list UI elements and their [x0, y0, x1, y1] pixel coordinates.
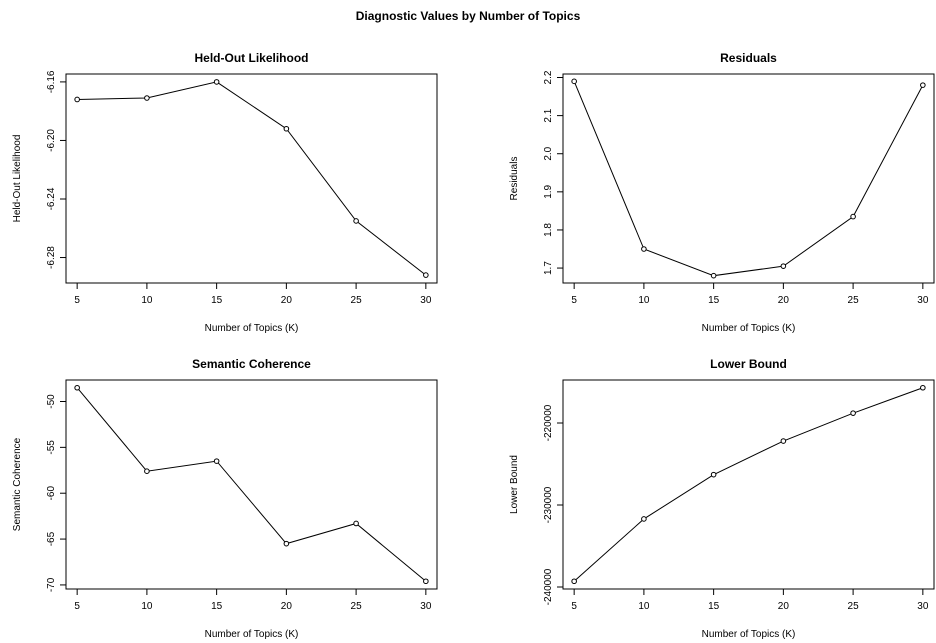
- x-tick-label: 20: [281, 601, 293, 612]
- y-tick-label: 2.2: [543, 70, 554, 84]
- y-tick-label: -65: [46, 531, 57, 546]
- panel-2: Semantic Coherence 5 10 15 20 25 30 Number of T…: [12, 357, 438, 640]
- panel-title: Lower Bound: [710, 357, 787, 371]
- panel-0: Held-Out Likelihood 5 10 15 20 25 30 Number of …: [12, 51, 438, 334]
- y-tick-label: -60: [46, 486, 57, 501]
- y-tick-label: -6.16: [46, 70, 57, 93]
- x-tick-label: 10: [141, 601, 153, 612]
- y-tick-label: 2.0: [543, 146, 554, 160]
- y-tick-label: -230000: [543, 486, 554, 523]
- data-point: [144, 95, 150, 101]
- series-line: [573, 81, 924, 277]
- y-tick-label: -220000: [543, 404, 554, 441]
- x-axis-label: Number of Topics (K): [205, 323, 299, 334]
- x-tick-label: 10: [638, 601, 650, 612]
- x-tick-label: 15: [211, 295, 223, 306]
- data-point: [283, 125, 290, 132]
- x-tick-label: 25: [351, 295, 363, 306]
- x-tick-label: 25: [848, 295, 860, 306]
- x-tick-label: 25: [351, 601, 363, 612]
- data-point: [571, 78, 577, 85]
- x-tick-label: 20: [778, 295, 790, 306]
- data-point: [710, 471, 717, 478]
- y-tick-label: 1.8: [543, 223, 554, 237]
- panel-3: Lower Bound 5 10 15 20 25 30 Number of Topics (…: [509, 357, 935, 640]
- data-point: [850, 410, 856, 416]
- data-point: [710, 272, 717, 279]
- x-tick-label: 20: [778, 601, 790, 612]
- x-tick-label: 10: [638, 295, 650, 306]
- data-point: [74, 96, 80, 103]
- series-line: [573, 387, 924, 582]
- y-tick-label: 1.9: [543, 184, 554, 198]
- x-axis-label: Number of Topics (K): [702, 323, 796, 334]
- x-tick-label: 30: [420, 601, 432, 612]
- y-axis-label: Residuals: [509, 157, 520, 201]
- data-point: [144, 468, 150, 475]
- y-tick-label: -6.20: [46, 129, 57, 152]
- y-axis-label: Held-Out Likelihood: [12, 135, 23, 223]
- chart-panels: Held-Out Likelihood 5 10 15 20 25 30 Number of …: [12, 51, 935, 640]
- data-point: [571, 578, 577, 585]
- series-line: [77, 81, 427, 276]
- y-tick-label: -55: [46, 440, 57, 455]
- x-axis-label: Number of Topics (K): [702, 629, 796, 640]
- series-line: [76, 387, 427, 582]
- x-tick-label: 30: [420, 295, 432, 306]
- x-tick-label: 15: [708, 601, 720, 612]
- panel-title: Residuals: [720, 51, 777, 65]
- plot-frame: [562, 379, 935, 590]
- x-tick-label: 10: [141, 295, 153, 306]
- figure-title: Diagnostic Values by Number of Topics: [356, 9, 581, 23]
- x-tick-label: 15: [708, 295, 720, 306]
- x-tick-label: 30: [917, 601, 929, 612]
- x-tick-label: 20: [281, 295, 293, 306]
- data-point: [780, 438, 787, 444]
- x-tick-label: 5: [571, 601, 577, 612]
- x-tick-label: 5: [74, 601, 80, 612]
- data-point: [353, 218, 359, 224]
- y-tick-label: 2.1: [543, 108, 554, 122]
- data-point: [850, 213, 856, 220]
- x-tick-label: 30: [917, 295, 929, 306]
- data-point: [641, 246, 647, 252]
- y-axis-label: Semantic Coherence: [12, 437, 23, 531]
- x-tick-label: 5: [74, 295, 80, 306]
- x-tick-label: 15: [211, 601, 223, 612]
- y-axis-label: Lower Bound: [509, 455, 520, 514]
- panel-1: Residuals 5 10 15 20 25 30 Number of Topics (K)…: [509, 51, 935, 334]
- data-point: [423, 578, 429, 585]
- data-point: [213, 79, 220, 85]
- x-tick-label: 5: [571, 295, 577, 306]
- x-tick-label: 25: [848, 601, 860, 612]
- y-tick-label: -70: [46, 577, 57, 592]
- data-point: [74, 384, 80, 391]
- y-tick-label: -50: [46, 394, 57, 409]
- panel-title: Held-Out Likelihood: [195, 51, 309, 65]
- data-point: [283, 540, 290, 547]
- data-point: [353, 520, 359, 527]
- data-point: [920, 384, 926, 391]
- x-axis-label: Number of Topics (K): [205, 629, 299, 640]
- data-point: [920, 82, 926, 88]
- y-tick-label: -6.24: [46, 187, 57, 210]
- data-point: [641, 516, 647, 522]
- y-tick-label: -240000: [543, 568, 554, 605]
- plot-frame: [65, 379, 438, 590]
- y-tick-label: -6.28: [46, 246, 57, 269]
- data-point: [213, 458, 220, 464]
- data-point: [423, 272, 429, 278]
- y-tick-label: 1.7: [543, 261, 554, 275]
- plot-frame: [562, 73, 935, 284]
- panel-title: Semantic Coherence: [192, 357, 311, 371]
- data-point: [780, 263, 787, 269]
- plot-frame: [65, 73, 438, 284]
